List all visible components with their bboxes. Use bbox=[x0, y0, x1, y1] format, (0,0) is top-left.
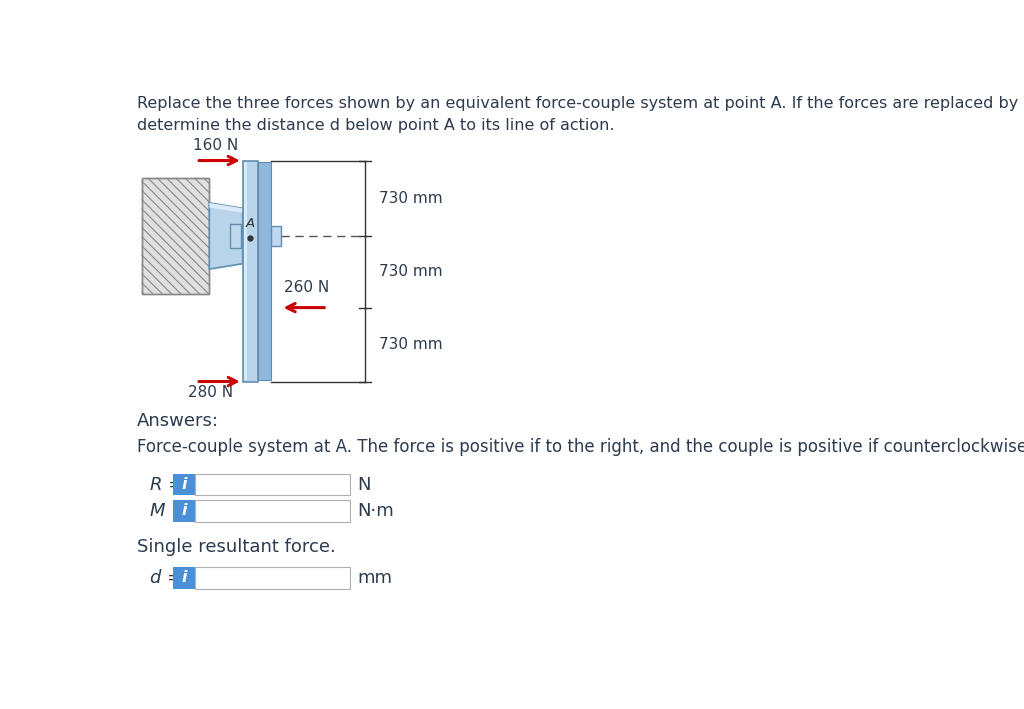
Text: 730 mm: 730 mm bbox=[379, 264, 442, 279]
Text: 260 N: 260 N bbox=[284, 280, 329, 295]
Text: Replace the three forces shown by an equivalent force-couple system at point A. : Replace the three forces shown by an equ… bbox=[137, 96, 1024, 133]
Text: R =: R = bbox=[150, 476, 183, 493]
Bar bbox=[142, 178, 209, 294]
Text: Single resultant force.: Single resultant force. bbox=[137, 538, 336, 556]
Text: N: N bbox=[357, 476, 371, 493]
Text: Force-couple system at A. The force is positive if to the right, and the couple : Force-couple system at A. The force is p… bbox=[137, 437, 1024, 456]
Text: M =: M = bbox=[150, 502, 186, 520]
Bar bbox=[173, 500, 195, 522]
Bar bbox=[243, 160, 258, 381]
Text: 160 N: 160 N bbox=[194, 138, 239, 153]
Text: 730 mm: 730 mm bbox=[379, 337, 442, 352]
Bar bbox=[258, 162, 271, 380]
Bar bbox=[271, 226, 281, 246]
Bar bbox=[173, 567, 195, 588]
Bar bbox=[195, 474, 349, 496]
Text: N·m: N·m bbox=[357, 502, 394, 520]
Text: mm: mm bbox=[357, 569, 392, 587]
Text: A: A bbox=[246, 217, 255, 230]
Text: d =: d = bbox=[150, 569, 182, 587]
Text: Answers:: Answers: bbox=[137, 413, 219, 430]
Text: i: i bbox=[181, 570, 186, 586]
Text: i: i bbox=[181, 503, 186, 518]
Bar bbox=[229, 225, 241, 247]
Bar bbox=[195, 500, 349, 522]
Text: 730 mm: 730 mm bbox=[379, 191, 442, 206]
Text: i: i bbox=[181, 477, 186, 492]
Bar bbox=[142, 178, 209, 294]
Polygon shape bbox=[209, 203, 243, 269]
Polygon shape bbox=[209, 203, 243, 213]
Text: 280 N: 280 N bbox=[188, 384, 233, 400]
Bar bbox=[173, 474, 195, 496]
Bar bbox=[245, 162, 248, 380]
Bar bbox=[195, 567, 349, 588]
